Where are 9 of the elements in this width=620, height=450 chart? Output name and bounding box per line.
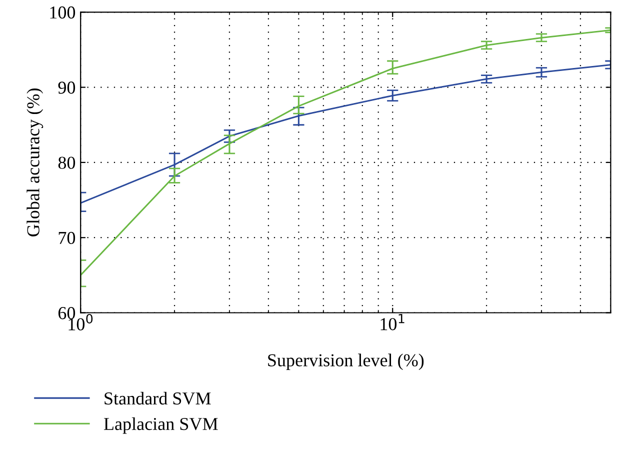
x-tick-label: 10$^{1}$ [380, 314, 404, 330]
y-tick-label: 70 [58, 232, 76, 244]
x-axis-title: Supervision level (%) [268, 354, 424, 370]
legend-label: Standard SVM [104, 392, 211, 405]
y-tick-label: 80 [58, 156, 76, 169]
y-axis-title: Global accuracy (%) [26, 88, 44, 236]
legend-label: Laplacian SVM [104, 417, 218, 434]
y-tick-label: 90 [58, 82, 76, 94]
y-tick-label: 100 [50, 6, 76, 19]
